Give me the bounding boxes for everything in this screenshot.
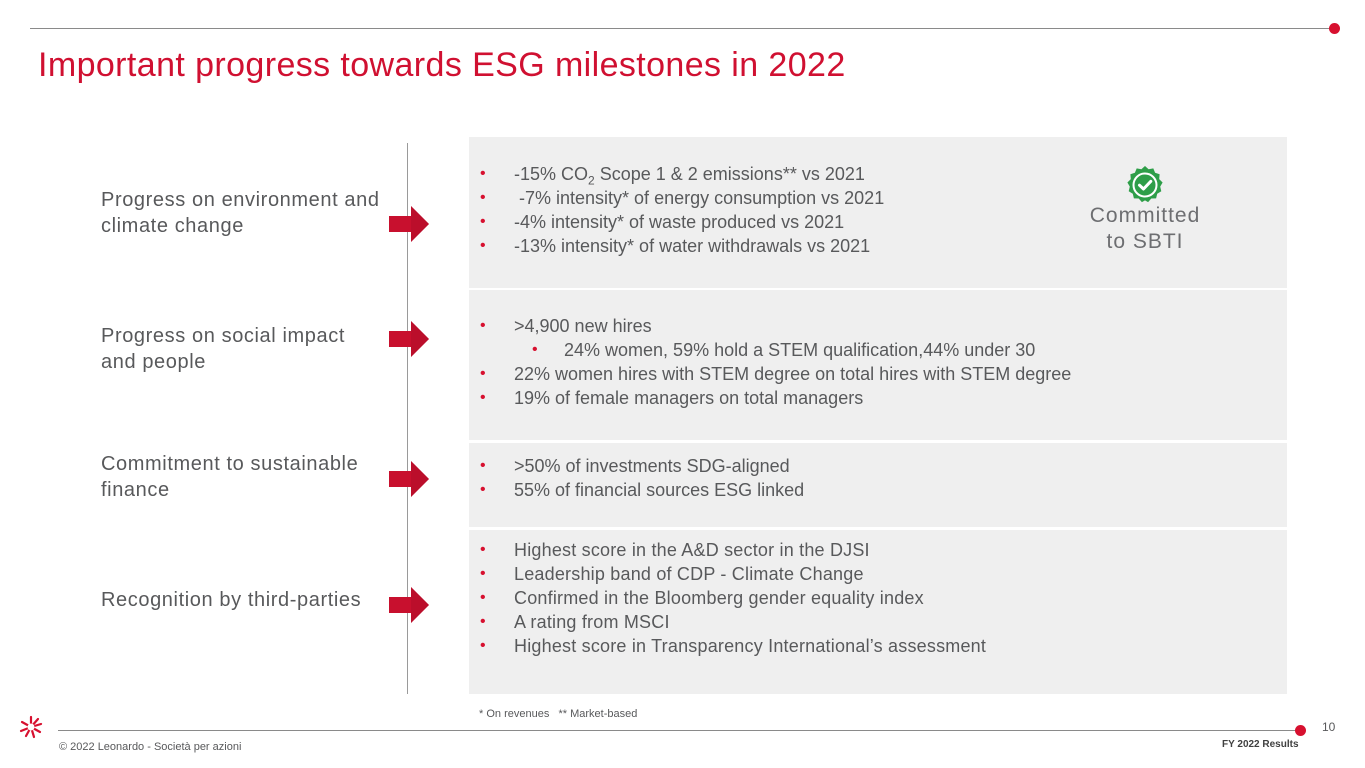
page-number: 10 (1322, 720, 1336, 734)
category-social: Progress on social impact and people (101, 325, 345, 373)
list-sub-item: 24% women, 59% hold a STEM qualification… (469, 338, 1071, 362)
finance-bullet-list: >50% of investments SDG-aligned 55% of f… (469, 454, 804, 502)
list-item: 22% women hires with STEM degree on tota… (469, 362, 1071, 386)
top-divider-dot (1329, 23, 1340, 34)
arrow-right-icon (389, 461, 429, 497)
list-item: >50% of investments SDG-aligned (469, 454, 804, 478)
arrow-right-icon (389, 321, 429, 357)
list-item: -7% intensity* of energy consumption vs … (469, 186, 884, 210)
list-item: -15% CO2 Scope 1 & 2 emissions** vs 2021 (469, 162, 884, 187)
sbti-commitment-label: Committed to SBTI (1089, 204, 1201, 253)
arrow-right-icon (389, 206, 429, 242)
list-item: 19% of female managers on total managers (469, 386, 1071, 410)
leonardo-logo-icon (18, 714, 44, 740)
copyright-text: © 2022 Leonardo - Società per azioni (59, 741, 242, 753)
footnote: * On revenues ** Market-based (479, 708, 638, 720)
category-finance: Commitment to sustainable finance (101, 453, 359, 501)
bottom-divider (58, 730, 1298, 731)
bottom-divider-dot (1295, 725, 1306, 736)
list-item: Confirmed in the Bloomberg gender equali… (469, 586, 986, 610)
page-title: Important progress towards ESG milestone… (38, 46, 846, 84)
list-item: -13% intensity* of water withdrawals vs … (469, 234, 884, 258)
arrow-right-icon (389, 587, 429, 623)
list-item: -4% intensity* of waste produced vs 2021 (469, 210, 884, 234)
social-bullet-list: >4,900 new hires 24% women, 59% hold a S… (469, 314, 1071, 410)
recognition-bullet-list: Highest score in the A&D sector in the D… (469, 538, 986, 658)
list-item: >4,900 new hires (469, 314, 1071, 338)
list-item: Leadership band of CDP - Climate Change (469, 562, 986, 586)
list-item: A rating from MSCI (469, 610, 986, 634)
list-item: Highest score in the A&D sector in the D… (469, 538, 986, 562)
list-item: 55% of financial sources ESG linked (469, 478, 804, 502)
environment-bullet-list: -15% CO2 Scope 1 & 2 emissions** vs 2021… (469, 162, 884, 258)
category-environment: Progress on environment and climate chan… (101, 189, 380, 237)
list-item: Highest score in Transparency Internatio… (469, 634, 986, 658)
document-label: FY 2022 Results (1222, 739, 1299, 750)
category-recognition: Recognition by third-parties (101, 589, 362, 611)
verified-check-icon (1125, 165, 1165, 205)
top-divider (30, 28, 1332, 29)
vertical-divider (407, 143, 408, 694)
